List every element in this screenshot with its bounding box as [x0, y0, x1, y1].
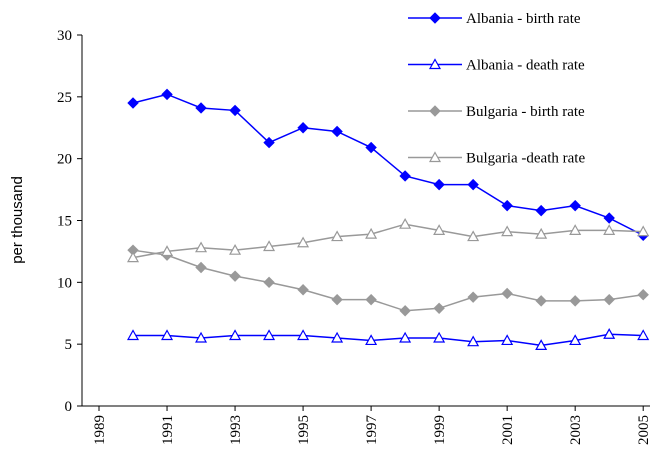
marker	[161, 245, 174, 257]
marker	[637, 288, 649, 301]
legend-marker	[429, 105, 441, 117]
legend-label: Albania - birth rate	[466, 11, 581, 27]
marker	[161, 329, 174, 341]
marker	[501, 334, 514, 346]
marker	[331, 230, 344, 242]
marker	[399, 305, 411, 317]
x-tick-label: 1993	[228, 415, 244, 445]
marker	[467, 178, 479, 191]
y-tick-label: 0	[65, 399, 73, 415]
marker	[263, 329, 276, 341]
marker	[229, 104, 241, 117]
y-tick-label: 5	[65, 337, 73, 353]
marker	[569, 334, 582, 346]
marker	[365, 334, 378, 346]
marker	[501, 287, 513, 300]
legend-label: Albania - death rate	[466, 58, 585, 74]
marker	[263, 136, 275, 149]
x-tick-label: 2003	[568, 415, 584, 445]
marker	[433, 178, 445, 191]
y-tick-label: 30	[57, 28, 72, 44]
marker	[297, 329, 310, 341]
marker	[195, 102, 207, 114]
legend-label: Bulgaria -death rate	[466, 151, 585, 167]
y-axis-label: per thousand	[9, 176, 26, 264]
legend-label: Bulgaria - birth rate	[466, 104, 585, 120]
marker	[399, 170, 411, 182]
marker	[603, 293, 615, 306]
marker	[467, 230, 480, 242]
marker	[331, 331, 344, 343]
marker	[637, 225, 650, 237]
marker	[501, 225, 514, 237]
marker	[569, 199, 581, 212]
marker	[126, 329, 140, 341]
x-tick-label: 1995	[296, 415, 312, 445]
marker	[195, 241, 208, 253]
marker	[297, 236, 310, 248]
marker	[433, 331, 446, 343]
marker	[195, 331, 208, 343]
series-line	[133, 333, 644, 347]
x-tick-label: 2001	[500, 415, 516, 445]
marker	[399, 331, 412, 343]
x-tick-label: 1991	[160, 415, 176, 445]
legend-marker	[429, 12, 441, 24]
marker	[535, 339, 548, 351]
marker	[399, 217, 412, 229]
x-tick-label: 2005	[636, 415, 652, 445]
y-tick-label: 20	[57, 152, 72, 168]
marker	[365, 227, 378, 239]
marker	[195, 261, 207, 274]
marker	[603, 224, 616, 235]
marker	[535, 204, 547, 217]
marker	[297, 122, 309, 134]
marker	[229, 243, 242, 255]
marker	[637, 329, 650, 341]
marker	[569, 224, 582, 235]
marker	[229, 270, 241, 282]
marker	[229, 329, 242, 341]
marker	[467, 291, 479, 303]
marker	[161, 88, 173, 101]
marker	[535, 295, 547, 307]
legend-marker	[428, 151, 442, 163]
marker	[603, 212, 615, 224]
marker	[501, 199, 513, 212]
x-tick-label: 1999	[432, 415, 448, 445]
y-tick-label: 25	[57, 90, 72, 106]
y-tick-label: 15	[57, 214, 72, 230]
marker	[365, 141, 377, 154]
marker	[433, 302, 445, 315]
marker	[126, 251, 140, 263]
x-tick-label: 1997	[364, 415, 380, 446]
legend-marker	[428, 58, 442, 70]
x-tick-label: 1989	[92, 415, 108, 445]
marker	[297, 284, 309, 296]
marker	[433, 224, 446, 235]
marker	[331, 293, 343, 306]
marker	[535, 227, 548, 239]
marker	[127, 97, 139, 109]
marker	[331, 125, 343, 138]
marker	[569, 295, 581, 307]
marker	[263, 276, 275, 289]
series-line	[132, 249, 644, 312]
series-line	[132, 93, 644, 237]
series-line	[132, 223, 644, 259]
marker	[603, 328, 616, 339]
marker	[263, 240, 276, 252]
y-tick-label: 10	[57, 275, 72, 291]
marker	[365, 293, 377, 306]
marker	[467, 335, 480, 347]
